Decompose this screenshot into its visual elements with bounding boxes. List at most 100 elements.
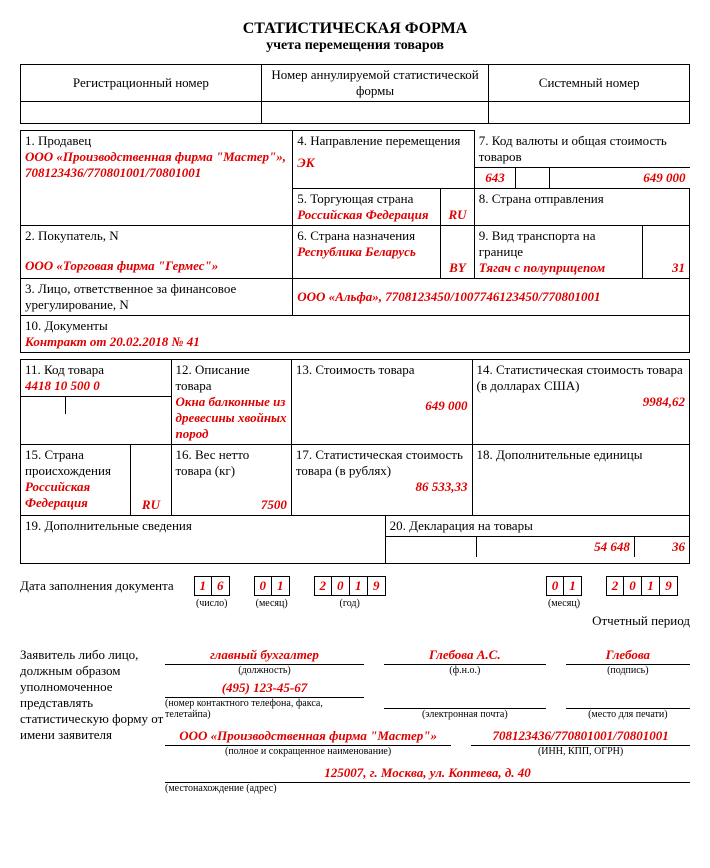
period-y2: 0 <box>624 576 642 596</box>
date-year: 2 0 1 9 <box>314 576 386 596</box>
field-15-value: Российская Федерация <box>25 479 126 511</box>
field-12: 12. Описание товара Окна балконные из др… <box>171 359 291 444</box>
field-13-label: 13. Стоимость товара <box>296 362 468 378</box>
sig-stamp-cap: (место для печати) <box>588 709 668 720</box>
header-table: Регистрационный номер Номер аннулируемой… <box>20 64 690 124</box>
field-4-value: ЭК <box>297 155 470 171</box>
field-8-label: 8. Страна отправления <box>479 191 685 207</box>
field-17-value: 86 533,33 <box>296 479 468 495</box>
sig-left-text: Заявитель либо лицо, должным образом упо… <box>20 647 165 796</box>
field-9-value: Тягач с полуприцепом <box>479 260 638 276</box>
hdr-sys: Системный номер <box>489 65 690 102</box>
field-2-value: ООО «Торговая фирма "Гермес"» <box>25 258 288 274</box>
field-6: 6. Страна назначения Республика Беларусь <box>293 225 441 278</box>
field-11-label: 11. Код товара <box>25 362 167 378</box>
field-15-label: 15. Страна происхождения <box>25 447 126 479</box>
period-y4: 9 <box>660 576 678 596</box>
sig-inn: 708123436/770801001/70801001 <box>471 728 690 746</box>
field-4: 4. Направление перемещения ЭК <box>293 131 475 189</box>
period-label: Отчетный период <box>20 613 690 629</box>
field-9: 9. Вид транспорта на границе Тягач с пол… <box>474 225 642 278</box>
field-17-label: 17. Статистическая стоимость товара (в р… <box>296 447 468 479</box>
hdr-reg: Регистрационный номер <box>21 65 262 102</box>
date-label: Дата заполнения документа <box>20 576 174 594</box>
sig-org: ООО «Производственная фирма "Мастер"» <box>165 728 451 746</box>
date-y1: 2 <box>314 576 332 596</box>
date-y4: 9 <box>368 576 386 596</box>
field-8: 8. Страна отправления <box>474 188 689 225</box>
date-year-cap: (год) <box>340 598 360 609</box>
field-10-value: Контракт от 20.02.2018 № 41 <box>25 334 685 350</box>
main-table: 1. Продавец ООО «Производственная фирма … <box>20 130 690 353</box>
sig-inn-cap: (ИНН, КПП, ОГРН) <box>538 746 623 757</box>
field-16-value: 7500 <box>176 497 287 513</box>
field-7-code: 643 <box>475 167 516 188</box>
field-14: 14. Статистическая стоимость товара (в д… <box>472 359 689 444</box>
field-1-label: 1. Продавец <box>25 133 288 149</box>
field-11-value: 4418 10 500 0 <box>25 378 167 394</box>
date-month-cap: (месяц) <box>256 598 288 609</box>
field-19: 19. Дополнительные сведения <box>21 515 386 563</box>
date-y3: 1 <box>350 576 368 596</box>
date-row: Дата заполнения документа 1 6 (число) 0 … <box>20 576 690 609</box>
hdr-annul: Номер аннулируемой статистической формы <box>261 65 488 102</box>
period-m2: 1 <box>564 576 582 596</box>
signature-block: Заявитель либо лицо, должным образом упо… <box>20 647 690 796</box>
period-month-cap: (месяц) <box>548 598 580 609</box>
field-10-label: 10. Документы <box>25 318 685 334</box>
field-10: 10. Документы Контракт от 20.02.2018 № 4… <box>21 315 690 352</box>
field-9-code: 31 <box>642 225 689 278</box>
sig-phone-cap: (номер контактного телефона, факса, теле… <box>165 698 364 720</box>
field-12-value: Окна балконные из древесины хвойных поро… <box>176 394 287 442</box>
form-subtitle: учета перемещения товаров <box>20 38 690 54</box>
sig-fio-cap: (ф.н.о.) <box>449 665 480 676</box>
sig-email-cap: (электронная почта) <box>422 709 508 720</box>
sig-sign-cap: (подпись) <box>607 665 649 676</box>
date-day-cap: (число) <box>196 598 227 609</box>
date-y2: 0 <box>332 576 350 596</box>
sig-sign: Глебова <box>566 647 690 665</box>
field-3-value: ООО «Альфа», 7708123450/1007746123450/77… <box>293 278 690 315</box>
field-1-value: ООО «Производственная фирма "Мастер"», 7… <box>25 149 288 181</box>
sig-org-cap: (полное и сокращенное наименование) <box>225 746 391 757</box>
period-m1: 0 <box>546 576 564 596</box>
sig-fio: Глебова А.С. <box>384 647 546 665</box>
field-5-code: RU <box>441 188 475 225</box>
field-20-label: 20. Декларация на товары <box>386 516 689 536</box>
sig-phone: (495) 123-45-67 <box>165 680 364 698</box>
field-19-label: 19. Дополнительные сведения <box>25 518 381 534</box>
period-month: 0 1 <box>546 576 582 596</box>
goods-table: 11. Код товара 4418 10 500 0 12. Описани… <box>20 359 690 564</box>
form-title: СТАТИСТИЧЕСКАЯ ФОРМА <box>20 20 690 38</box>
field-20-v2: 36 <box>634 536 689 557</box>
field-17: 17. Статистическая стоимость товара (в р… <box>291 444 472 515</box>
sig-position-cap: (должность) <box>238 665 291 676</box>
field-7-value: 649 000 <box>550 167 690 188</box>
field-13-value: 649 000 <box>296 398 468 414</box>
field-6-code: BY <box>441 225 475 278</box>
sig-addr: 125007, г. Москва, ул. Коптева, д. 40 <box>165 765 690 783</box>
field-2: 2. Покупатель, N ООО «Торговая фирма "Ге… <box>21 225 293 278</box>
date-m2: 1 <box>272 576 290 596</box>
field-12-label: 12. Описание товара <box>176 362 287 394</box>
field-16: 16. Вес нетто товара (кг) 7500 <box>171 444 291 515</box>
field-14-label: 14. Статистическая стоимость товара (в д… <box>477 362 685 394</box>
field-7: 7. Код валюты и общая стоимость товаров … <box>474 131 689 189</box>
field-18: 18. Дополнительные единицы <box>472 444 689 515</box>
period-y3: 1 <box>642 576 660 596</box>
field-9-label: 9. Вид транспорта на границе <box>479 228 638 260</box>
field-5: 5. Торгующая страна Российская Федерация <box>293 188 441 225</box>
date-d1: 1 <box>194 576 212 596</box>
date-day: 1 6 <box>194 576 230 596</box>
field-7-label: 7. Код валюты и общая стоимость товаров <box>475 131 690 168</box>
field-20-v1: 54 648 <box>477 536 635 557</box>
field-15: 15. Страна происхождения Российская Феде… <box>21 444 131 515</box>
field-13: 13. Стоимость товара 649 000 <box>291 359 472 444</box>
period-year: 2 0 1 9 <box>606 576 678 596</box>
field-2-label: 2. Покупатель, N <box>25 228 288 244</box>
field-5-value: Российская Федерация <box>297 207 436 223</box>
field-15-code: RU <box>131 444 171 515</box>
field-4-label: 4. Направление перемещения <box>297 133 470 149</box>
field-6-value: Республика Беларусь <box>297 244 436 260</box>
sig-position: главный бухгалтер <box>165 647 364 665</box>
